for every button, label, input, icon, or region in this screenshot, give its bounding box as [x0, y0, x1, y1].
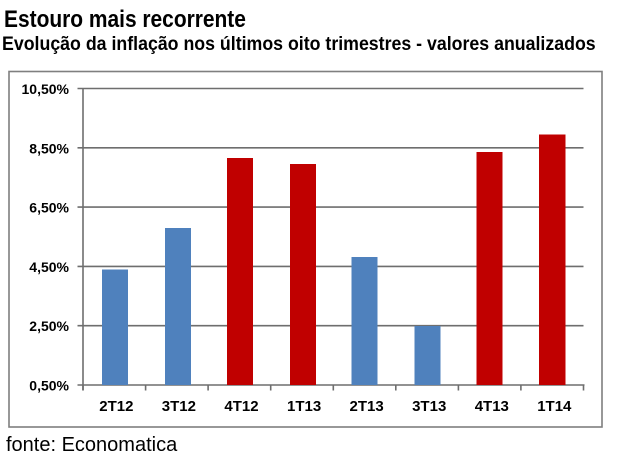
svg-text:0,50%: 0,50%: [29, 378, 69, 394]
svg-text:4T13: 4T13: [475, 398, 509, 415]
svg-text:1T13: 1T13: [287, 398, 321, 415]
svg-text:1T14: 1T14: [537, 398, 572, 415]
svg-text:2T13: 2T13: [349, 398, 383, 415]
svg-text:4T12: 4T12: [224, 398, 258, 415]
svg-text:4,50%: 4,50%: [29, 259, 69, 275]
svg-text:8,50%: 8,50%: [29, 140, 69, 156]
svg-text:6,50%: 6,50%: [29, 200, 69, 216]
svg-text:10,50%: 10,50%: [22, 81, 70, 97]
svg-text:2,50%: 2,50%: [29, 318, 69, 334]
svg-text:2T12: 2T12: [99, 398, 133, 415]
svg-text:3T12: 3T12: [162, 398, 196, 415]
svg-text:3T13: 3T13: [412, 398, 446, 415]
